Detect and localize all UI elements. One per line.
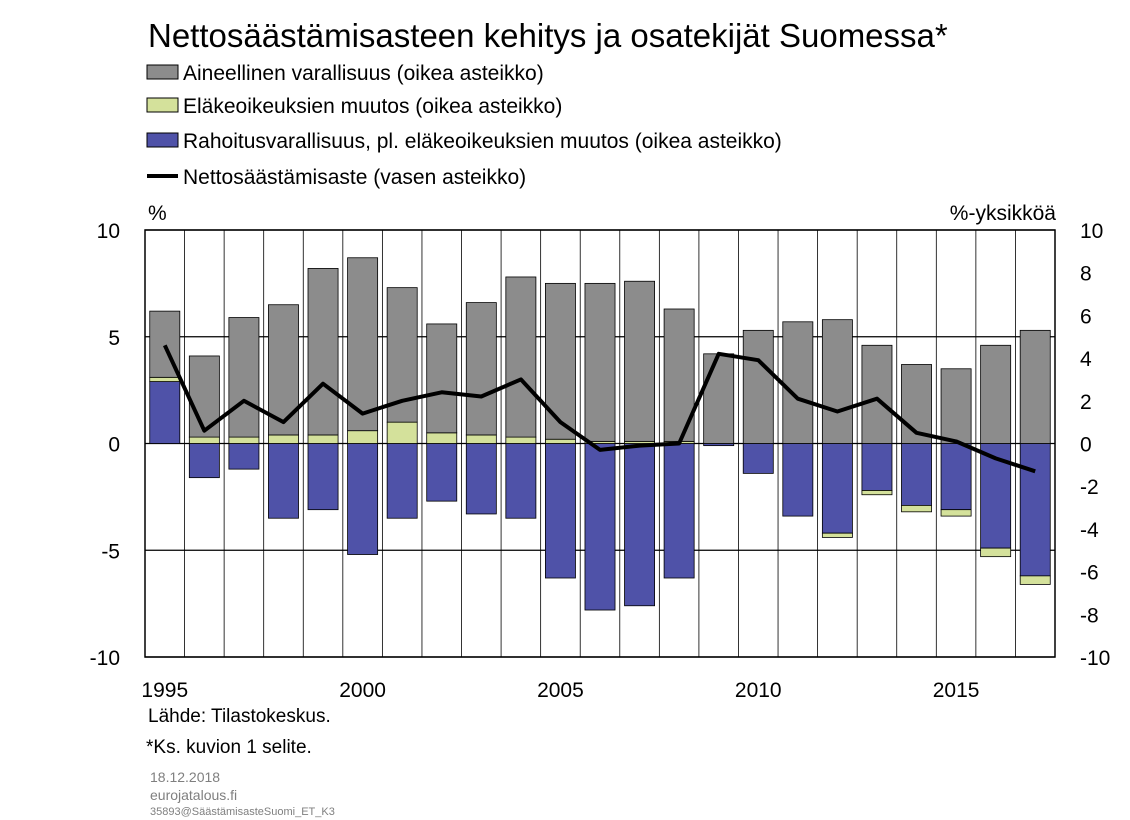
bar-segment — [505, 436, 537, 444]
bar-segment — [861, 490, 893, 496]
bar-segment — [188, 443, 220, 479]
bar-segment — [545, 438, 576, 444]
right-tick-label: 6 — [1080, 305, 1092, 328]
bar-segment — [149, 376, 181, 382]
bar-segment — [268, 443, 299, 519]
left-tick-label: 5 — [108, 327, 120, 350]
bar-segment — [821, 319, 853, 444]
bar-segment — [742, 329, 774, 444]
axis-labels: 10 5 0 -5 -10 10 8 6 4 2 0 -2 -4 -6 -8 -10 1995 2000 2005 2… — [90, 220, 1111, 702]
site-name: eurojatalous.fi — [150, 787, 237, 803]
bar-segment — [1019, 443, 1051, 577]
x-tick-label: 2005 — [537, 679, 584, 702]
bar-segment — [426, 432, 458, 444]
bar-segment — [663, 443, 695, 579]
bar-segment — [307, 443, 339, 511]
bar-segment — [386, 421, 418, 444]
bar-segment — [940, 509, 972, 517]
bar-segment — [624, 280, 656, 442]
left-tick-label: -10 — [90, 647, 120, 670]
bar-segment — [505, 443, 537, 519]
bar-segment — [426, 443, 458, 502]
bar-segment — [347, 430, 379, 444]
right-tick-label: -10 — [1080, 647, 1110, 670]
left-tick-label: -5 — [101, 540, 120, 563]
bar-segment — [940, 443, 972, 511]
right-tick-label: 8 — [1080, 263, 1092, 286]
right-axis-unit: %-yksikköä — [950, 202, 1057, 225]
legend-label: Aineellinen varallisuus (oikea asteikko) — [183, 62, 544, 85]
bar-segment — [465, 302, 497, 436]
x-tick-label: 2010 — [735, 679, 782, 702]
bar-segment — [703, 353, 735, 444]
bar-segment — [624, 443, 656, 607]
bar-segment — [861, 443, 893, 491]
bar-segment — [1019, 575, 1051, 585]
bar-segment — [307, 434, 339, 444]
bar-segment — [742, 443, 774, 474]
bar-segment — [545, 443, 576, 579]
bar-segment — [505, 276, 537, 438]
left-axis-unit: % — [148, 202, 167, 225]
bar-segment — [940, 368, 972, 444]
bar-segment — [782, 443, 814, 517]
bar-segment — [268, 434, 299, 444]
line-series — [162, 344, 1036, 474]
bar-segment — [228, 443, 260, 470]
right-tick-label: -2 — [1080, 476, 1099, 499]
chart-code: 35893@SäästämisasteSuomi_ET_K3 — [150, 806, 335, 818]
bar-segment — [782, 321, 814, 444]
footnote: *Ks. kuvion 1 selite. — [146, 737, 312, 758]
legend-label: Rahoitusvarallisuus, pl. eläkeoikeuksien… — [183, 130, 782, 153]
legend-swatch — [146, 64, 179, 80]
x-tick-label: 2000 — [339, 679, 386, 702]
right-tick-label: 10 — [1080, 220, 1103, 243]
bar-segment — [465, 434, 497, 444]
right-tick-label: 0 — [1080, 434, 1092, 457]
bar-segment — [980, 344, 1012, 444]
bar-segment — [426, 323, 458, 434]
bar-segment — [980, 547, 1012, 558]
bar-segment — [386, 443, 418, 519]
bar-segment — [821, 443, 853, 534]
bar-segment — [228, 436, 260, 444]
x-tick-label: 2015 — [933, 679, 980, 702]
bar-segment — [545, 282, 576, 440]
date-stamp: 18.12.2018 — [150, 769, 220, 785]
bar-segment — [901, 505, 932, 513]
left-tick-label: 10 — [97, 220, 120, 243]
bar-segment — [821, 532, 853, 538]
bar-segment — [584, 282, 616, 442]
bar-segment — [188, 436, 220, 444]
chart-title: Nettosäästämisasteen kehitys ja osatekij… — [148, 17, 948, 54]
bar-segment — [465, 443, 497, 515]
right-tick-label: -6 — [1080, 562, 1099, 585]
legend: Aineellinen varallisuus (oikea asteikko)… — [146, 62, 782, 189]
right-tick-label: 4 — [1080, 348, 1092, 371]
source-note: Lähde: Tilastokeskus. — [148, 706, 331, 727]
plot-frame — [144, 229, 1056, 658]
right-tick-label: 2 — [1080, 391, 1092, 414]
left-tick-label: 0 — [108, 434, 120, 457]
bar-segment — [347, 443, 379, 555]
legend-swatch — [146, 132, 179, 148]
bar-segment — [584, 443, 616, 611]
bar-segment — [861, 344, 893, 444]
right-tick-label: -4 — [1080, 519, 1099, 542]
bar-segment — [228, 317, 260, 438]
bar-segment — [149, 381, 181, 444]
legend-label: Eläkeoikeuksien muutos (oikea asteikko) — [183, 95, 562, 118]
right-tick-label: -8 — [1080, 604, 1099, 627]
bar-segment — [347, 257, 379, 432]
bar-segment — [307, 268, 339, 436]
legend-swatch — [146, 97, 179, 113]
legend-label: Nettosäästämisaste (vasen asteikko) — [183, 166, 526, 189]
x-tick-label: 1995 — [141, 679, 188, 702]
bar-segment — [1019, 329, 1051, 444]
line-nettosaastamisaste — [162, 344, 1036, 474]
bar-segment — [901, 443, 932, 506]
